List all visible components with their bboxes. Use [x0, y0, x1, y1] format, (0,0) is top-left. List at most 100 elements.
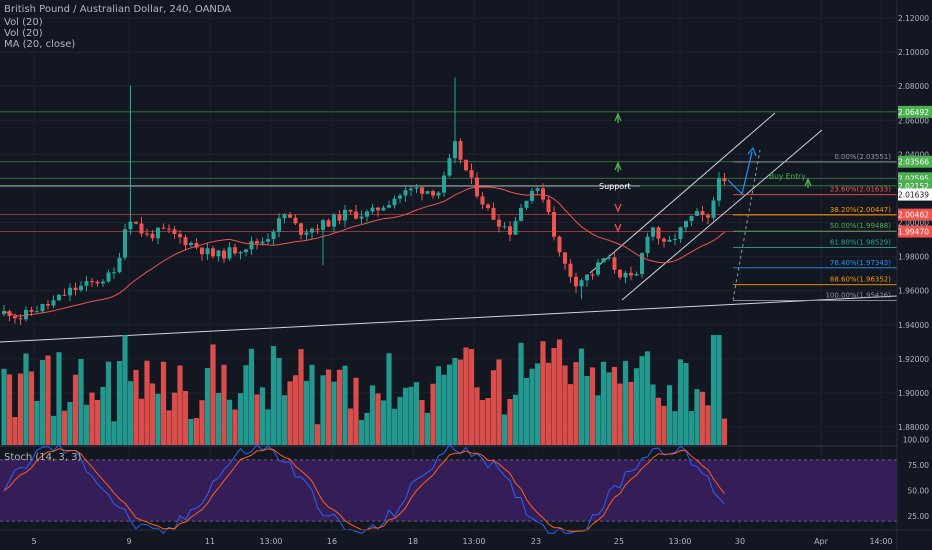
- candle-body: [535, 188, 540, 191]
- y-tick-label: 2.04000: [898, 150, 929, 159]
- volume-bar: [672, 411, 678, 445]
- volume-bar: [699, 391, 706, 445]
- volume-bar: [688, 411, 695, 445]
- x-tick-label: 5: [31, 537, 36, 546]
- candle-body: [46, 303, 50, 306]
- candle-body: [673, 238, 677, 240]
- volume-bar: [496, 359, 502, 445]
- candle-body: [216, 250, 221, 257]
- candle-body: [13, 316, 17, 319]
- candle-body: [227, 247, 232, 259]
- volume-bar: [677, 359, 684, 445]
- candle-body: [480, 196, 485, 205]
- x-tick-label: 25: [614, 537, 624, 546]
- x-tick-label: 13:00: [462, 537, 485, 546]
- volume-bar: [606, 372, 612, 445]
- volume-bar: [254, 394, 260, 445]
- candle-body: [634, 274, 639, 276]
- stoch-tick-label: 50.00: [908, 487, 930, 496]
- volume-bar: [50, 415, 57, 445]
- volume-bar: [661, 405, 667, 445]
- candle-body: [409, 188, 413, 191]
- grid-lines: [0, 0, 897, 530]
- volume-bar: [584, 375, 590, 445]
- volume-bar: [474, 387, 480, 445]
- candle-body: [68, 287, 72, 296]
- volume-bar: [600, 361, 607, 445]
- volume-bar: [89, 392, 95, 445]
- candle-body: [117, 257, 122, 273]
- vol-legend-1: Vol (20): [4, 17, 43, 28]
- candle-body: [557, 236, 562, 253]
- price-tag-label: 1.99470: [898, 228, 929, 237]
- y-tick-label: 1.88000: [898, 423, 929, 432]
- candle-body: [656, 227, 661, 239]
- candle-body: [51, 300, 56, 306]
- volume-bar: [78, 358, 84, 445]
- candle-body: [645, 236, 650, 254]
- volume-bar: [501, 414, 508, 445]
- candle-body: [62, 294, 67, 296]
- candle-body: [326, 220, 331, 227]
- candle-body: [497, 219, 501, 227]
- buy-entry-label: Buy Entry: [769, 172, 806, 181]
- x-tick-label: 18: [408, 537, 418, 546]
- volume-bar: [133, 369, 139, 445]
- fib-retracement[interactable]: 0.00%(2.03551) 23.60%(2.01633) 38.20%(2.00…: [732, 149, 897, 301]
- stoch-tick-label: 75.00: [908, 461, 930, 470]
- price-axis[interactable]: 2.120002.100002.080002.060002.040002.020…: [896, 0, 932, 550]
- volume-bar: [391, 408, 398, 445]
- candle-body: [486, 204, 490, 208]
- candle-body: [519, 207, 523, 222]
- volume-bar: [281, 395, 288, 445]
- candle-body: [491, 207, 496, 220]
- y-tick-label: 2.10000: [898, 48, 929, 57]
- fib-dashed: [732, 149, 761, 301]
- candle-body: [530, 190, 534, 201]
- volume-bar: [694, 389, 700, 445]
- volume-bar: [45, 355, 51, 445]
- volume-bar: [573, 362, 579, 445]
- volume-bar: [353, 377, 359, 445]
- stoch-tick-label: 100.00: [903, 436, 929, 445]
- volume-bar: [193, 418, 200, 445]
- candle-body: [337, 214, 342, 221]
- volume-bar: [28, 371, 35, 445]
- y-tick-label: 1.96000: [898, 287, 929, 296]
- volume-bar: [386, 353, 392, 445]
- volume-bar: [507, 399, 513, 445]
- candle-body: [277, 218, 281, 232]
- volume-bar: [512, 394, 519, 445]
- volume-bar: [468, 348, 475, 445]
- y-tick-label: 1.94000: [898, 321, 929, 330]
- volume-bar: [441, 374, 447, 445]
- candle-body: [651, 227, 655, 237]
- ma-legend: MA (20, close): [4, 39, 76, 50]
- candle-body: [370, 207, 375, 212]
- time-axis[interactable]: 5 9 11 13:00 16 18 13:00 23 25 13:00 30 Apr 14:00: [0, 529, 932, 546]
- price-tag: [898, 105, 932, 118]
- volume-bar: [419, 400, 425, 445]
- fib-label: 100.00%(1.95426): [825, 291, 891, 299]
- volume-bar: [199, 400, 205, 445]
- candle-body: [29, 309, 34, 312]
- volume-bar: [34, 400, 40, 445]
- candle-body: [161, 227, 166, 229]
- candle-body: [414, 187, 419, 189]
- arrow-down-icon: [614, 223, 622, 233]
- candle-body: [585, 274, 589, 281]
- candle-body: [508, 226, 512, 235]
- volume-bar: [39, 360, 46, 445]
- candle-body: [387, 205, 391, 208]
- volume-bar: [166, 410, 172, 445]
- volume-bar: [171, 392, 178, 445]
- volume-bar: [210, 344, 216, 445]
- volume-bar: [309, 364, 315, 445]
- candle-body: [596, 262, 600, 275]
- volume-bar: [358, 419, 365, 445]
- volume-bar: [369, 385, 376, 445]
- candle-body: [249, 241, 254, 250]
- volume-bar: [226, 399, 233, 445]
- candle-body: [563, 252, 567, 264]
